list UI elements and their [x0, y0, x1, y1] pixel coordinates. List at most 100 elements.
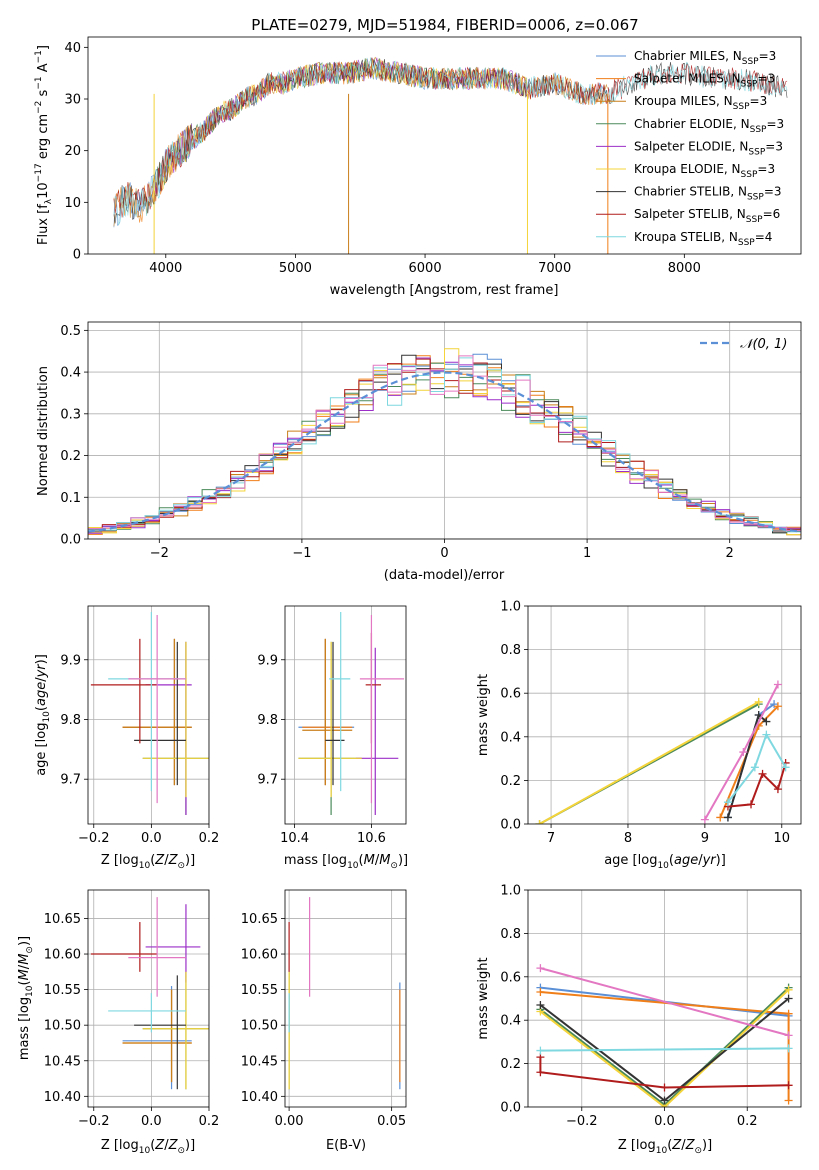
x-tick-label: 7000: [538, 261, 571, 276]
axes-frame: [527, 605, 802, 825]
x-axis-label: wavelength [Angstrom, rest frame]: [330, 283, 559, 298]
y-axis-label: mass weight: [476, 674, 491, 756]
legend-label-part: =3: [766, 117, 784, 131]
y-tick-label: 0.6: [500, 687, 521, 702]
x-axis-label: Z [log10(Z/Z⊙)]: [101, 853, 195, 871]
spectrum-line: [152, 59, 529, 198]
weight-marker: [784, 1044, 793, 1053]
y-tick-label: 0.8: [500, 927, 521, 942]
axes-frame: [87, 36, 802, 255]
x-axis-label: (data-model)/error: [384, 568, 505, 583]
weight-marker: [784, 985, 793, 994]
plot-area: [88, 322, 801, 539]
x-tick-label: −1: [292, 546, 311, 561]
x-axis-label-part: ⊙: [177, 1146, 185, 1156]
weight-line: [726, 713, 768, 818]
weight-marker: [716, 813, 725, 822]
x-axis-label-part: )]: [702, 1138, 712, 1153]
weight-marker: [700, 815, 709, 824]
plot-area: [285, 606, 406, 824]
figure-title: PLATE=0279, MJD=51984, FIBERID=0006, z=0…: [251, 16, 638, 34]
x-axis-label: mass [log10(M/M⊙)]: [284, 853, 408, 871]
legend-label-part: =3: [757, 72, 775, 86]
plot-area: [113, 56, 788, 254]
x-axis-label-part: /: [164, 1138, 169, 1153]
y-tick-label: 10.60: [44, 948, 81, 963]
y-tick-label: 10.50: [241, 1019, 278, 1034]
normal-curve: [88, 371, 801, 533]
x-tick-label: 5000: [279, 261, 312, 276]
x-axis-label: Z [log10(Z/Z⊙)]: [618, 1138, 712, 1156]
weight-marker: [536, 987, 545, 996]
x-axis-label-part: Z: [168, 853, 179, 868]
x-axis-label-part: /: [698, 853, 703, 868]
weight-marker: [773, 785, 782, 794]
y-tick-label: 10.40: [241, 1090, 278, 1105]
y-axis-label-part: yr: [34, 663, 49, 679]
x-tick-label: 10.6: [357, 831, 386, 846]
y-tick-label: 9.9: [60, 653, 81, 668]
y-tick-label: 0.4: [60, 366, 81, 381]
legend-label-part: =3: [759, 49, 777, 63]
legend-label-part: =4: [755, 230, 773, 244]
x-axis-label-part: /: [375, 853, 380, 868]
y-tick-label: 0.0: [500, 1101, 521, 1116]
x-tick-label: 1: [583, 546, 591, 561]
legend-label-part: =6: [763, 207, 781, 221]
x-tick-label: 4000: [149, 261, 182, 276]
y-axis-label-part: −2: [34, 101, 44, 114]
y-tick-label: 1.0: [500, 600, 521, 615]
plot-layer: 4000 5000 6000 7000 8000010203040wavelength …: [17, 36, 802, 1156]
x-tick-label: 7: [547, 831, 555, 846]
weight-line: [540, 967, 789, 1037]
weight-marker: [758, 769, 767, 778]
weight-marker: [784, 1031, 793, 1040]
weight-marker: [536, 1046, 545, 1055]
legend-label: Kroupa ELODIE, NSSP=3: [634, 162, 775, 180]
y-tick-label: 0.2: [500, 774, 521, 789]
y-tick-label: 10.60: [241, 948, 278, 963]
legend-label: Chabrier ELODIE, NSSP=3: [634, 117, 784, 135]
x-tick-label: 8000: [668, 261, 701, 276]
y-axis-label-part: 10: [36, 182, 51, 199]
x-tick-label: 0.2: [199, 1114, 220, 1129]
legend-label-part: Kroupa ELODIE, N: [634, 162, 741, 176]
x-axis-label-part: 10: [139, 861, 151, 871]
y-tick-label: 0: [73, 248, 81, 263]
weight-marker: [723, 813, 732, 822]
legend-label-part: =3: [757, 162, 775, 176]
y-axis-label-part: age: [34, 682, 49, 706]
weight-marker: [536, 1068, 545, 1077]
y-axis-label-part: 10: [25, 985, 35, 997]
y-axis-label-part: −17: [34, 163, 44, 182]
y-tick-label: 10.45: [44, 1054, 81, 1069]
legend-label-part: SSP: [741, 80, 758, 90]
legend-label-part: SSP: [748, 147, 765, 157]
y-tick-label: 9.7: [257, 773, 278, 788]
y-axis-label: mass [log10(M/M⊙)]: [17, 936, 35, 1060]
x-tick-label: 0.00: [275, 1114, 304, 1129]
legend-label-part: SSP: [741, 170, 758, 180]
x-tick-label: 0: [440, 546, 448, 561]
legend-label-part: =3: [765, 139, 783, 153]
legend-label-part: SSP: [738, 238, 755, 248]
x-tick-label: 0.05: [377, 1114, 406, 1129]
y-axis-label-part: erg cm: [36, 114, 51, 163]
x-axis-label-part: age [log: [604, 853, 657, 868]
weight-line: [727, 762, 787, 808]
x-axis-label-part: 10: [656, 1146, 668, 1156]
y-tick-label: 0.4: [500, 1014, 521, 1029]
x-tick-label: 0.0: [654, 1114, 675, 1129]
x-tick-label: −0.2: [566, 1114, 598, 1129]
histogram-step: [88, 355, 801, 538]
y-tick-label: 0.8: [500, 643, 521, 658]
axes-frame: [87, 605, 210, 825]
x-axis-label: age [log10(age/yr)]: [604, 853, 726, 871]
weight-marker: [784, 1096, 793, 1105]
weight-line: [539, 1057, 789, 1089]
axes-frame: [284, 605, 407, 825]
x-axis-label-part: /: [164, 853, 169, 868]
legend-label-part: Chabrier ELODIE, N: [634, 117, 750, 131]
y-tick-label: 10.50: [44, 1019, 81, 1034]
weight-line: [727, 732, 787, 803]
